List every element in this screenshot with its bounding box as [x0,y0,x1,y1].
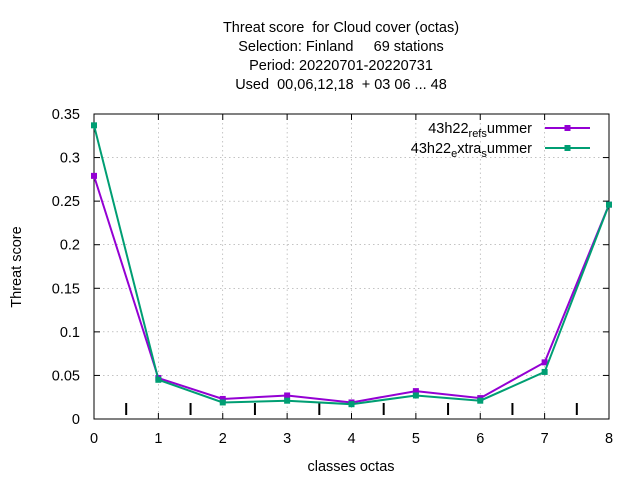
x-tick-label: 1 [154,431,162,447]
x-tick-label: 8 [605,431,613,447]
grid [94,114,609,419]
data-point [219,395,226,402]
series [91,122,612,408]
y-tick-label: 0.35 [52,107,80,123]
title-line-4: Used 00,06,12,18 + 03 06 ... 48 [235,77,447,93]
data-point [412,388,419,395]
chart-title: Threat score for Cloud cover (octas) Sele… [223,20,459,93]
legend-label-part: 43h22 [428,121,468,137]
y-tick-label: 0.3 [60,151,80,167]
title-line-3: Period: 20220701-20220731 [249,58,433,74]
x-axis-label: classes octas [307,459,394,475]
x-tick-label: 7 [541,431,549,447]
y-tick-label: 0.2 [60,238,80,254]
data-point [284,397,291,404]
legend-label-part: e [451,148,457,160]
y-tick-label: 0.05 [52,368,80,384]
data-point [477,397,484,404]
x-tick-label: 4 [347,431,355,447]
legend-label-part: ref [469,128,483,140]
y-tick-label: 0.1 [60,325,80,341]
legend-label-part: 43h22 [411,141,451,157]
legend-label-part: s [481,148,487,160]
class-boundary-marks [125,403,578,415]
data-point [412,392,419,399]
data-point [155,376,162,383]
series-2 [91,122,612,408]
data-point [541,368,548,375]
legend-entry-1: 43h22refsummer [428,121,590,140]
legend-label-part: ummer [487,121,532,137]
legend-swatch-marker [564,145,571,151]
y-tick-label: 0 [72,412,80,428]
legend-label-part: s [481,128,487,140]
legend-swatch-marker [564,125,571,131]
data-point [541,359,548,366]
title-line-1: Threat score for Cloud cover (octas) [223,20,459,36]
x-tick-label: 2 [219,431,227,447]
legend-label-part: ummer [487,141,532,157]
data-point [348,401,355,408]
x-tick-label: 3 [283,431,291,447]
y-tick-label: 0.15 [52,281,80,297]
data-point [284,392,291,399]
legend-label: 43h22refsummer [428,121,532,140]
title-line-2: Selection: Finland 69 stations [238,39,444,55]
x-tick-label: 5 [412,431,420,447]
legend-label-part: xtra [457,141,482,157]
y-tick-label: 0.25 [52,194,80,210]
y-axis-ticks: 0 0.05 0.1 0.15 0.2 0.25 0.3 0.35 [52,107,609,428]
legend-label: 43h22extrasummer [411,141,532,160]
x-tick-label: 0 [90,431,98,447]
data-point [219,399,226,406]
x-axis-ticks: 0 1 2 3 4 5 6 7 8 [90,114,613,447]
data-point [91,122,97,129]
x-tick-label: 6 [476,431,484,447]
legend-entry-2: 43h22extrasummer [411,141,590,160]
data-point [91,172,97,179]
y-axis-label: Threat score [9,226,25,307]
data-point [606,201,612,208]
